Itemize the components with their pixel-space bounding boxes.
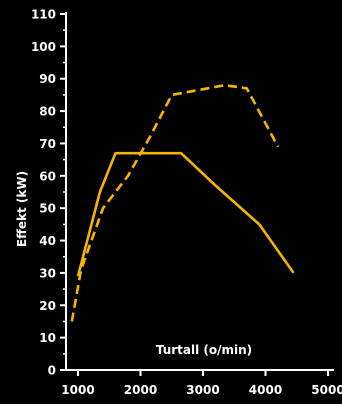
y-tick-label: 80: [39, 105, 56, 119]
y-tick-label: 90: [39, 72, 56, 86]
y-tick-label: 60: [39, 169, 56, 183]
x-tick-label: 5000: [311, 383, 342, 397]
y-tick-label: 110: [31, 8, 56, 22]
x-tick-label: 2000: [124, 383, 157, 397]
y-tick-label: 0: [48, 364, 56, 378]
series-layer: [70, 83, 295, 322]
series-solid-line: [76, 151, 295, 277]
axes: 0 10 20 30 40 50 60 70 80 90 100 110 1000 2000 3000 400…: [31, 8, 342, 398]
y-tick-label: 40: [39, 234, 56, 248]
y-tick-label: 20: [39, 299, 56, 313]
y-tick-label: 70: [39, 137, 56, 151]
y-tick-label: 50: [39, 202, 56, 216]
x-axis-label: Turtall (o/min): [156, 343, 252, 357]
series-dashed-line: [70, 83, 280, 322]
x-tick-label: 4000: [249, 383, 282, 397]
y-tick-label: 10: [39, 331, 56, 345]
y-axis-label: Effekt (kW): [15, 171, 29, 247]
x-tick-label: 3000: [186, 383, 219, 397]
y-tick-label: 30: [39, 266, 56, 280]
x-tick-label: 1000: [61, 383, 94, 397]
y-tick-label: 100: [31, 40, 56, 54]
